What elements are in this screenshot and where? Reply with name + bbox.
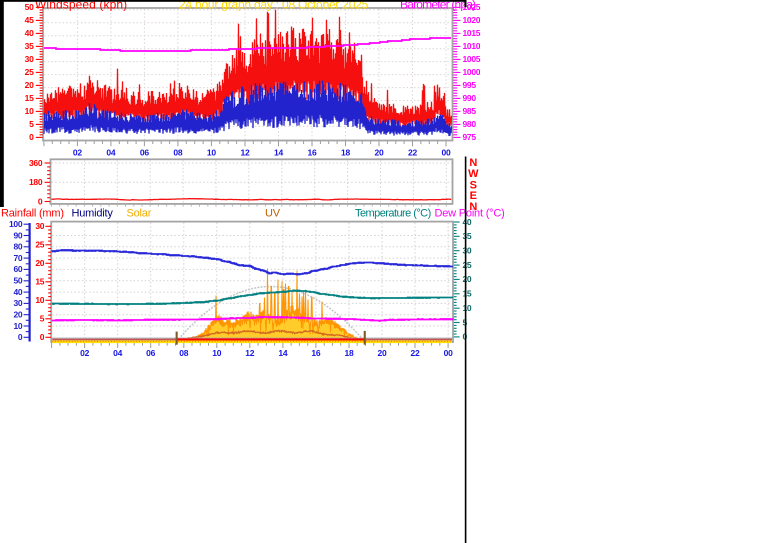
- svg-text:1025: 1025: [463, 2, 481, 12]
- svg-text:1000: 1000: [463, 67, 481, 77]
- svg-text:06: 06: [146, 348, 156, 358]
- svg-text:20: 20: [377, 348, 387, 358]
- svg-text:Rainfall (mm): Rainfall (mm): [1, 208, 64, 220]
- svg-text:180: 180: [29, 177, 43, 187]
- svg-text:0: 0: [38, 196, 43, 206]
- svg-text:Windspeed (kph): Windspeed (kph): [35, 0, 127, 12]
- svg-text:04: 04: [106, 147, 116, 157]
- svg-text:00: 00: [441, 147, 451, 157]
- svg-text:16: 16: [307, 147, 317, 157]
- svg-text:15: 15: [463, 289, 472, 299]
- svg-text:50: 50: [25, 2, 34, 12]
- svg-text:1015: 1015: [463, 28, 481, 38]
- svg-text:35: 35: [463, 231, 472, 241]
- svg-text:995: 995: [463, 80, 477, 90]
- svg-text:80: 80: [13, 242, 22, 252]
- svg-text:10: 10: [463, 303, 472, 313]
- svg-text:24 hour graph day : 08 October: 24 hour graph day : 08 October 2025: [179, 0, 369, 12]
- svg-text:S: S: [470, 179, 477, 191]
- svg-text:N: N: [469, 157, 477, 169]
- svg-text:35: 35: [25, 41, 34, 51]
- svg-text:30: 30: [13, 298, 22, 308]
- svg-text:Humidity: Humidity: [72, 208, 114, 220]
- svg-text:10: 10: [25, 106, 34, 116]
- svg-text:Dew Point (°C): Dew Point (°C): [435, 208, 505, 220]
- svg-text:12: 12: [240, 147, 250, 157]
- svg-text:W: W: [468, 168, 479, 180]
- svg-text:40: 40: [463, 217, 472, 227]
- svg-text:10: 10: [207, 147, 217, 157]
- svg-text:70: 70: [13, 253, 22, 263]
- svg-text:02: 02: [73, 147, 83, 157]
- svg-text:1005: 1005: [463, 54, 481, 64]
- svg-text:5: 5: [29, 119, 34, 129]
- svg-text:06: 06: [140, 147, 150, 157]
- svg-text:15: 15: [35, 277, 44, 287]
- svg-text:22: 22: [408, 147, 418, 157]
- svg-text:Temperature (°C): Temperature (°C): [355, 208, 431, 220]
- svg-text:1010: 1010: [463, 41, 481, 51]
- svg-text:20: 20: [13, 310, 22, 320]
- svg-text:975: 975: [463, 132, 477, 142]
- svg-text:10: 10: [13, 321, 22, 331]
- svg-text:12: 12: [245, 348, 255, 358]
- svg-text:Barometer (hpa): Barometer (hpa): [400, 0, 476, 12]
- svg-text:02: 02: [80, 348, 90, 358]
- svg-text:14: 14: [278, 348, 288, 358]
- svg-text:08: 08: [179, 348, 189, 358]
- svg-text:30: 30: [463, 246, 472, 256]
- svg-text:08: 08: [173, 147, 183, 157]
- svg-text:50: 50: [13, 276, 22, 286]
- svg-text:20: 20: [25, 80, 34, 90]
- svg-text:UV: UV: [265, 208, 281, 220]
- svg-text:45: 45: [25, 15, 34, 25]
- svg-text:30: 30: [25, 54, 34, 64]
- svg-text:22: 22: [410, 348, 420, 358]
- svg-text:980: 980: [463, 119, 477, 129]
- svg-text:25: 25: [463, 260, 472, 270]
- svg-text:40: 40: [13, 287, 22, 297]
- svg-text:90: 90: [13, 230, 22, 240]
- svg-text:360: 360: [29, 158, 43, 168]
- svg-text:00: 00: [444, 348, 454, 358]
- svg-text:10: 10: [212, 348, 222, 358]
- svg-text:E: E: [470, 190, 477, 202]
- svg-text:60: 60: [13, 264, 22, 274]
- svg-text:Solar: Solar: [127, 208, 152, 220]
- svg-text:990: 990: [463, 93, 477, 103]
- svg-text:25: 25: [25, 67, 34, 77]
- svg-text:0: 0: [18, 332, 23, 342]
- svg-text:100: 100: [9, 219, 23, 229]
- svg-text:0: 0: [29, 132, 34, 142]
- svg-text:25: 25: [35, 240, 44, 250]
- svg-text:04: 04: [113, 348, 123, 358]
- svg-text:40: 40: [25, 28, 34, 38]
- svg-text:985: 985: [463, 106, 477, 116]
- svg-text:10: 10: [35, 295, 44, 305]
- svg-text:14: 14: [274, 147, 284, 157]
- svg-text:0: 0: [40, 332, 45, 342]
- svg-text:5: 5: [40, 314, 45, 324]
- svg-text:20: 20: [463, 274, 472, 284]
- svg-text:16: 16: [311, 348, 321, 358]
- svg-text:18: 18: [344, 348, 354, 358]
- svg-text:20: 20: [35, 258, 44, 268]
- svg-text:18: 18: [341, 147, 351, 157]
- svg-text:1020: 1020: [463, 15, 481, 25]
- svg-text:30: 30: [35, 221, 44, 231]
- svg-text:15: 15: [25, 93, 34, 103]
- svg-text:20: 20: [374, 147, 384, 157]
- svg-text:N: N: [469, 201, 477, 213]
